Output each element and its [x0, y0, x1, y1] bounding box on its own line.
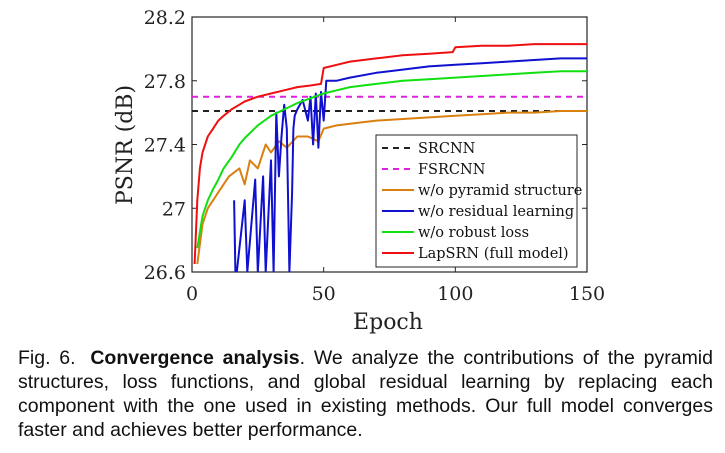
legend: SRCNN FSRCNN w/o pyramid structure w/o resi… [375, 134, 582, 268]
y-tick-label: 27.4 [144, 135, 186, 157]
legend-box [375, 134, 578, 268]
legend-entry: LapSRN (full model) [418, 246, 569, 262]
legend-entry: w/o pyramid structure [418, 183, 582, 199]
y-tick-label: 26.6 [144, 262, 186, 284]
chart-canvas: 0 50 100 150 26.6 27 27.4 27.8 28.2 PSNR (dB) Ep… [113, 7, 605, 335]
caption-label: Fig. 6. [18, 347, 76, 369]
legend-entry: w/o residual learning [418, 204, 574, 220]
series-line-6 [193, 43, 587, 265]
tick-labels: 0 50 100 150 26.6 27 27.4 27.8 28.2 [144, 7, 605, 305]
y-tick-label: 27 [162, 198, 186, 220]
x-tick-label: 0 [186, 283, 198, 305]
series-line-3 [196, 110, 587, 265]
series-lines [192, 43, 587, 272]
series-line-4 [233, 57, 587, 272]
legend-entry: SRCNN [418, 141, 476, 157]
series-line-5 [196, 70, 587, 249]
legend-entry: FSRCNN [418, 162, 486, 178]
x-tick-label: 100 [437, 283, 473, 305]
caption-title: Convergence analysis [90, 347, 300, 369]
y-tick-label: 27.8 [144, 71, 186, 93]
x-tick-label: 150 [569, 283, 605, 305]
x-tick-label: 50 [312, 283, 336, 305]
caption-body: . We analyze the contributions of the py… [18, 347, 713, 441]
x-axis-label: Epoch [353, 310, 423, 335]
y-axis-label: PSNR (dB) [113, 85, 138, 205]
legend-entry: w/o robust loss [418, 225, 529, 241]
convergence-chart: 0 50 100 150 26.6 27 27.4 27.8 28.2 PSNR (dB) Ep… [113, 7, 605, 335]
figure-caption: Fig. 6. Convergence analysis. We analyze… [18, 346, 713, 442]
y-tick-label: 28.2 [144, 7, 186, 29]
